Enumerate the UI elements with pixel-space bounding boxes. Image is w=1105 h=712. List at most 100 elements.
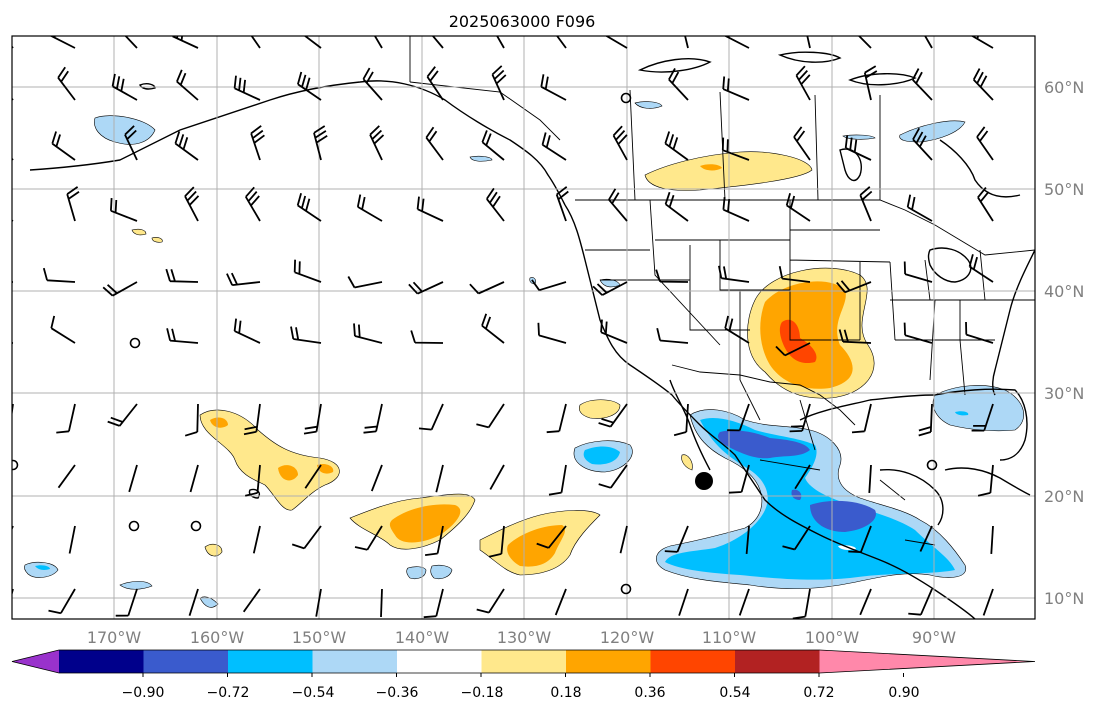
wind-barb	[908, 588, 933, 616]
wind-barb	[370, 464, 383, 492]
wind-barb	[977, 187, 994, 222]
contour-positive-small-5	[151, 237, 163, 243]
wind-barb	[188, 588, 199, 616]
wind-barb	[718, 265, 750, 283]
wind-barb	[124, 125, 138, 161]
wind-barb	[297, 71, 322, 101]
wind-barb	[795, 65, 811, 101]
wind-barb	[656, 327, 689, 344]
yucatan-coast	[879, 468, 944, 526]
wind-barb	[481, 313, 505, 344]
contour-negative-gulf	[932, 385, 1024, 432]
contour-positive-pacific-east-orange	[507, 525, 565, 567]
wind-barb	[296, 192, 322, 222]
lon-label: 90°W	[912, 628, 956, 647]
wind-barb	[408, 281, 444, 295]
wind-barb	[303, 36, 322, 49]
wind-barb	[723, 36, 750, 49]
wind-barb	[252, 525, 261, 554]
contour-negative-small-8	[430, 564, 453, 580]
wind-barb	[598, 464, 628, 489]
wind-barb	[778, 266, 811, 283]
west-coast-north	[564, 204, 976, 619]
contour-negative-mexico-royal-1	[717, 430, 810, 459]
wind-barb	[291, 525, 322, 550]
contour-positive-pacific-mid-orange	[389, 504, 461, 543]
wind-barb	[664, 191, 689, 222]
gulf-coast	[799, 388, 1028, 461]
contour-negative-gulf-blue	[955, 411, 969, 416]
wind-barb	[189, 464, 199, 493]
wind-barb	[785, 192, 811, 222]
wind-barb	[918, 403, 933, 437]
wind-barb	[176, 69, 199, 101]
wind-barb	[496, 36, 505, 49]
wind-barb	[115, 588, 138, 617]
wind-barb	[968, 254, 994, 283]
wind-barb	[315, 588, 322, 617]
wind-barb	[489, 464, 505, 490]
wind-barb	[554, 588, 567, 616]
lat-label: 40°N	[1044, 282, 1084, 301]
contour-positive-small-3	[681, 454, 693, 471]
wind-barb	[12, 97, 14, 101]
wind-barb	[12, 525, 14, 531]
lon-label: 120°W	[600, 628, 655, 647]
wind-barb	[541, 132, 567, 161]
wind-barb	[356, 194, 383, 222]
wind-barb	[912, 127, 933, 161]
wind-barb	[982, 588, 994, 616]
contour-negative-small-4	[24, 561, 59, 578]
wind-barb	[903, 322, 933, 344]
wind-barb	[971, 403, 994, 432]
wind-barb	[354, 525, 383, 551]
wind-barb	[353, 323, 383, 344]
colorbar-swatch	[228, 650, 313, 673]
wind-barb	[970, 36, 994, 49]
wind-barb	[548, 464, 567, 496]
wind-barb	[242, 588, 261, 613]
wind-barb	[435, 464, 444, 493]
wind-barb	[972, 68, 994, 101]
wind-barb	[48, 588, 76, 615]
wind-barb	[531, 279, 567, 292]
wind-barb	[903, 261, 933, 283]
wind-barb	[976, 126, 994, 161]
colorbar-tick-label: −0.54	[292, 685, 335, 701]
lon-label: 160°W	[190, 628, 245, 647]
wind-barb	[416, 196, 444, 222]
wind-barb	[491, 65, 507, 101]
wind-barb	[380, 588, 383, 618]
colorbar-tick-label: 0.18	[550, 685, 581, 701]
island-1	[637, 58, 712, 73]
wind-barb	[107, 403, 138, 427]
wind-barb	[664, 131, 689, 161]
wind-barb	[110, 198, 138, 222]
contour-positive-pacific-west-orange-2	[278, 465, 298, 481]
wind-barb	[537, 322, 567, 344]
colorbar-extend-min	[12, 650, 59, 673]
wind-barb	[166, 328, 199, 344]
wind-barb	[728, 464, 750, 494]
colorbar-tick-label: −0.72	[207, 685, 250, 701]
lon-label: 150°W	[292, 628, 347, 647]
lat-lon-grid	[12, 36, 1035, 619]
wind-barb	[792, 588, 811, 619]
wind-barb	[673, 403, 689, 437]
east-coast	[992, 249, 1035, 396]
wind-barb	[171, 36, 199, 49]
wind-barb	[290, 326, 322, 344]
mexico-us-border	[671, 364, 856, 426]
wind-barb	[724, 315, 750, 344]
wind-barb	[592, 281, 628, 296]
colorbar-swatch	[312, 650, 398, 673]
wind-barb	[738, 588, 750, 616]
wind-barb	[303, 403, 322, 435]
island-6	[139, 83, 156, 90]
contour-negative-small-7	[406, 566, 427, 580]
wind-barb	[423, 588, 444, 619]
contour-negative-mexico-royal-2	[810, 500, 876, 532]
contour-negative-small-4-blue	[35, 565, 50, 570]
wind-barb	[793, 126, 811, 161]
contour-positive-small-1	[579, 399, 621, 419]
